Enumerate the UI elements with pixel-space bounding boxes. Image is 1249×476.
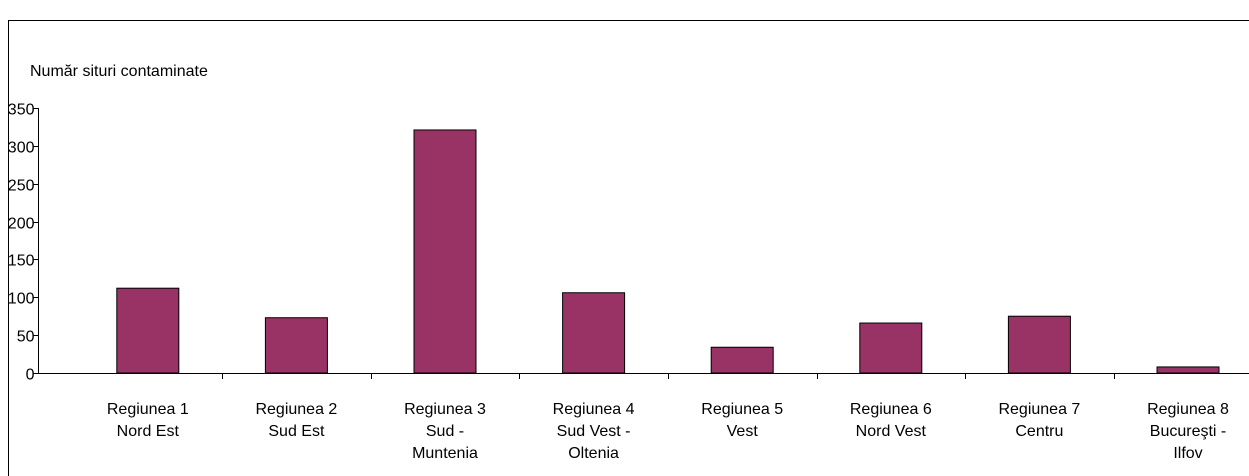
bar (413, 129, 477, 374)
y-axis-label: Număr situri contaminate (30, 63, 208, 80)
bar (264, 317, 328, 374)
y-tick-label: 150 (8, 253, 35, 270)
bar (116, 287, 180, 374)
bar (1007, 315, 1071, 374)
x-tick-label: Regiunea 7 Centru (998, 401, 1080, 440)
y-tick-label: 50 (17, 329, 35, 346)
bar (710, 346, 774, 374)
y-tick-label: 300 (8, 140, 35, 157)
y-tick-label: 350 (8, 102, 35, 119)
bar (562, 292, 626, 374)
x-tick-label: Regiunea 2 Sud Est (255, 401, 337, 440)
x-tick-label: Regiunea 8 Bucureşti -Ilfov (1147, 401, 1229, 462)
bar (1156, 366, 1220, 374)
y-tick-label: 200 (8, 216, 35, 233)
chart-frame (8, 20, 1249, 476)
y-tick-label: 0 (26, 367, 35, 384)
x-tick-label: Regiunea 5 Vest (701, 401, 783, 440)
y-tick-label: 250 (8, 178, 35, 195)
y-tick-label: 100 (8, 291, 35, 308)
x-tick-label: Regiunea 3 Sud -Muntenia (404, 401, 486, 462)
x-tick-label: Regiunea 6 Nord Vest (850, 401, 932, 440)
x-tick-label: Regiunea 1 Nord Est (107, 401, 189, 440)
x-tick-label: Regiunea 4 Sud Vest -Oltenia (553, 401, 635, 462)
bar (859, 322, 923, 374)
